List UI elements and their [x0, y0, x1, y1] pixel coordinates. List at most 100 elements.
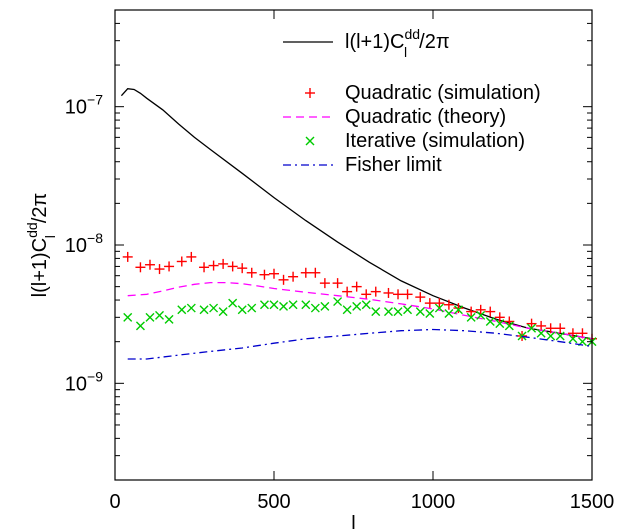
marker-stroke [305, 136, 315, 146]
data-point [269, 268, 279, 279]
data-point [361, 289, 372, 300]
data-point [434, 303, 444, 313]
marker-stroke [444, 308, 454, 318]
marker-stroke [155, 310, 165, 320]
marker-stroke [310, 303, 320, 313]
marker-stroke [209, 303, 219, 313]
x-tick-label: 500 [257, 491, 290, 513]
marker-stroke [568, 334, 578, 344]
data-point [247, 303, 257, 313]
data-point [154, 264, 165, 275]
series-line [127, 281, 593, 340]
legend-label: Quadratic (theory) [345, 106, 506, 128]
data-point [246, 267, 257, 278]
legend-item-4: Fisher limit [283, 154, 442, 176]
marker-stroke [123, 312, 133, 322]
marker-stroke [466, 312, 476, 322]
y-tick-label: 10−8 [65, 230, 103, 257]
data-point [342, 286, 353, 297]
data-point [288, 271, 299, 282]
data-point [259, 300, 269, 310]
legend-label-sup: dd [404, 26, 420, 42]
data-point [218, 307, 228, 317]
data-point [393, 307, 403, 317]
marker-stroke [555, 331, 565, 341]
data-point [145, 312, 155, 322]
data-point [415, 307, 425, 317]
y-axis-label-sub: l [42, 235, 58, 238]
marker-stroke [546, 331, 556, 341]
x-tick-label: 1000 [411, 491, 456, 513]
data-point [475, 304, 486, 315]
data-point [279, 301, 289, 311]
marker-stroke [527, 323, 537, 333]
marker-stroke [371, 307, 381, 317]
legend-marker [305, 136, 315, 146]
legend-label-tail: /2π [419, 31, 449, 53]
data-point [504, 316, 515, 327]
data-point [370, 286, 381, 297]
y-axis-label-tail: /2π [29, 193, 51, 223]
marker-stroke [237, 305, 247, 315]
data-point [310, 267, 321, 278]
data-point [269, 300, 279, 310]
data-point [444, 308, 454, 318]
legend: l(l+1)Cdd l/2π Quadratic (simulation)Quadr… [283, 26, 541, 176]
data-point [135, 262, 146, 273]
y-tick-label-exp: −9 [87, 368, 103, 384]
data-point [485, 306, 496, 317]
y-tick-label-base: 10 [65, 373, 87, 395]
series-2 [127, 281, 593, 340]
series-0 [120, 88, 593, 340]
data-point [208, 260, 219, 271]
data-point [177, 305, 187, 315]
data-point [494, 312, 505, 323]
data-point [144, 259, 155, 270]
data-point [555, 323, 566, 334]
data-point [237, 263, 248, 274]
marker-stroke [145, 312, 155, 322]
legend-label-sub: l [404, 44, 407, 60]
marker-stroke [135, 321, 145, 331]
data-point [176, 256, 187, 267]
data-point [545, 323, 556, 334]
legend-label-main: l(l+1)C [345, 31, 404, 53]
data-point [227, 261, 238, 272]
marker-stroke [301, 300, 311, 310]
marker-stroke [320, 301, 330, 311]
legend-item-3: Iterative (simulation) [305, 130, 525, 152]
marker-stroke [259, 300, 269, 310]
data-point [434, 298, 445, 309]
y-tick-label-base: 10 [65, 235, 87, 257]
series-line [127, 328, 593, 360]
y-tick-label-exp: −8 [87, 230, 103, 246]
data-point [383, 287, 394, 298]
data-point [186, 251, 197, 262]
data-point [123, 312, 133, 322]
marker-stroke [453, 305, 463, 315]
data-point [536, 320, 547, 331]
data-point [351, 281, 362, 292]
legend-label: Quadratic (simulation) [345, 82, 541, 104]
data-point [352, 301, 362, 311]
data-point [443, 299, 454, 310]
series-1 [122, 251, 597, 344]
x-tick-label: 1500 [570, 491, 615, 513]
y-axis-label-main: l(l+1)C [29, 238, 51, 297]
data-point [536, 328, 546, 338]
data-point [568, 334, 578, 344]
data-point [186, 303, 196, 313]
marker-stroke [228, 298, 238, 308]
data-point [164, 314, 174, 324]
data-point [310, 303, 320, 313]
data-point [393, 289, 404, 300]
legend-item-0: l(l+1)Cdd l/2π [283, 26, 450, 60]
marker-stroke [186, 303, 196, 313]
y-axis-label-sup: dd [24, 222, 40, 238]
data-point [371, 307, 381, 317]
marker-stroke [536, 328, 546, 338]
data-point [135, 321, 145, 331]
marker-stroke [333, 297, 343, 307]
y-tick-label: 10−9 [65, 368, 103, 395]
